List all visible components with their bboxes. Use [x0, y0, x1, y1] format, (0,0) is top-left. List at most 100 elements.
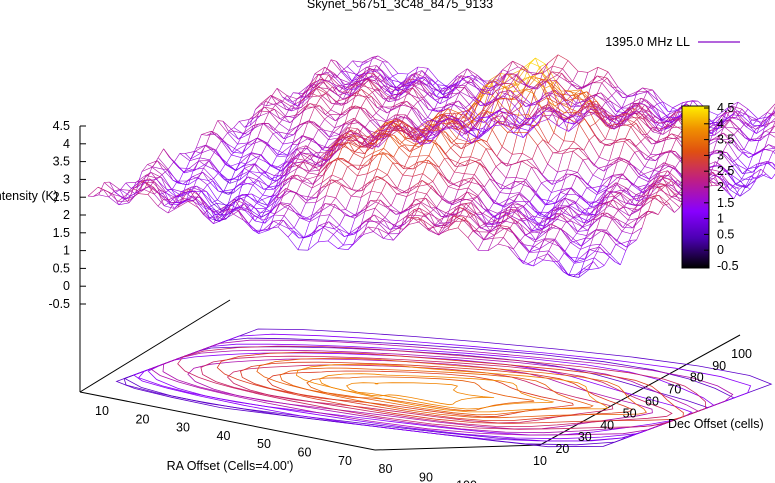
surface-mesh-line: [521, 89, 532, 107]
surface-mesh-line: [713, 138, 719, 140]
surface-mesh-line: [407, 88, 414, 92]
surface-mesh-line: [313, 82, 324, 86]
surface-mesh-line: [249, 117, 255, 120]
surface-mesh-line: [535, 182, 542, 193]
surface-mesh-line: [670, 196, 681, 202]
surface-mesh-line: [292, 177, 303, 182]
surface-mesh-line: [616, 173, 623, 185]
surface-mesh-line: [586, 187, 597, 195]
surface-mesh-line: [119, 189, 130, 191]
surface-mesh-line: [325, 114, 336, 122]
surface-mesh-line: [517, 205, 523, 208]
surface-mesh-line: [435, 207, 442, 217]
surface-mesh-line: [509, 83, 520, 89]
surface-mesh-line: [301, 91, 308, 108]
surface-mesh-line: [235, 203, 246, 209]
surface-mesh-line: [638, 211, 649, 219]
surface-mesh-line: [565, 197, 576, 204]
surface-mesh-line: [297, 237, 304, 250]
surface-mesh-line: [568, 263, 575, 276]
surface-mesh-line: [482, 91, 489, 111]
surface-mesh-line: [503, 198, 510, 206]
surface-mesh-line: [718, 171, 730, 184]
surface-mesh-line: [375, 192, 382, 203]
surface-mesh-line: [331, 103, 342, 106]
surface-mesh-line: [587, 106, 598, 115]
surface-mesh-line: [625, 202, 631, 205]
surface-mesh-line: [333, 234, 344, 246]
surface-mesh-line: [617, 174, 624, 178]
surface-mesh-line: [108, 190, 115, 198]
surface-mesh-line: [243, 128, 254, 135]
surface-mesh-line: [553, 261, 564, 273]
surface-mesh-line: [404, 85, 415, 93]
surface-mesh-line: [263, 187, 270, 190]
surface-mesh-line: [546, 180, 553, 185]
surface-mesh-line: [672, 179, 684, 188]
surface-mesh-line: [444, 113, 451, 124]
surface-mesh-line: [594, 105, 605, 111]
surface-mesh-line: [290, 100, 301, 107]
surface-mesh-line: [334, 224, 340, 230]
surface-mesh-line: [415, 199, 422, 203]
surface-mesh-line: [439, 145, 446, 155]
surface-mesh-line: [355, 105, 366, 110]
surface-mesh-line: [481, 139, 492, 150]
surface-mesh-line: [732, 158, 738, 163]
surface-mesh-line: [330, 204, 341, 211]
surface-mesh-line: [574, 113, 586, 125]
surface-mesh-line: [380, 181, 387, 194]
surface-mesh-line: [611, 95, 623, 109]
surface-mesh-line: [494, 228, 505, 236]
surface-mesh-line: [464, 208, 471, 218]
surface-mesh-line: [504, 193, 511, 208]
surface-mesh-line: [564, 121, 575, 125]
surface-mesh-line: [476, 87, 487, 93]
surface-mesh-line: [328, 137, 339, 140]
surface-mesh-line: [343, 233, 350, 246]
surface-mesh-line: [540, 230, 546, 233]
surface-mesh-line: [484, 178, 491, 188]
surface-mesh-line: [352, 164, 359, 170]
surface-mesh-line: [636, 99, 647, 104]
surface-mesh-line: [233, 213, 244, 221]
base-axes: [79, 126, 741, 451]
surface-mesh-line: [432, 121, 443, 128]
surface-mesh-line: [375, 201, 386, 208]
surface-mesh-line: [423, 131, 435, 144]
surface-mesh-line: [425, 197, 437, 209]
surface-mesh-line: [759, 124, 766, 141]
surface-mesh-line: [558, 148, 569, 153]
surface-mesh-line: [756, 162, 763, 165]
surface-mesh-line: [338, 228, 345, 237]
surface-mesh-line: [270, 95, 277, 104]
surface-mesh-line: [406, 187, 413, 197]
surface-mesh-line: [549, 107, 560, 113]
surface-mesh-line: [354, 211, 366, 219]
surface-mesh-line: [378, 220, 385, 224]
surface-mesh-line: [536, 77, 547, 81]
surface-mesh-line: [257, 137, 268, 144]
surface-mesh-line: [222, 121, 229, 132]
surface-mesh-line: [503, 226, 510, 238]
surface-mesh-line: [247, 176, 254, 183]
surface-mesh-line: [671, 180, 678, 192]
surface-mesh-line: [449, 122, 461, 125]
surface-mesh-line: [428, 159, 434, 165]
surface-mesh-line: [518, 193, 525, 202]
surface-mesh-line: [359, 211, 366, 231]
surface-mesh-line: [649, 157, 656, 161]
surface-mesh-line: [141, 164, 148, 172]
surface-mesh-line: [283, 130, 290, 139]
surface-mesh-line: [228, 208, 239, 211]
surface-mesh-line: [278, 215, 285, 225]
surface-mesh-line: [408, 145, 415, 158]
surface-mesh-line: [562, 206, 569, 209]
surface-mesh-line: [242, 125, 254, 134]
surface-mesh-line: [427, 76, 438, 85]
surface-mesh-line: [518, 241, 530, 253]
surface-mesh-line: [239, 119, 250, 122]
surface-mesh-line: [661, 170, 668, 179]
surface-mesh-line: [421, 119, 433, 133]
surface-mesh-line: [125, 182, 132, 189]
